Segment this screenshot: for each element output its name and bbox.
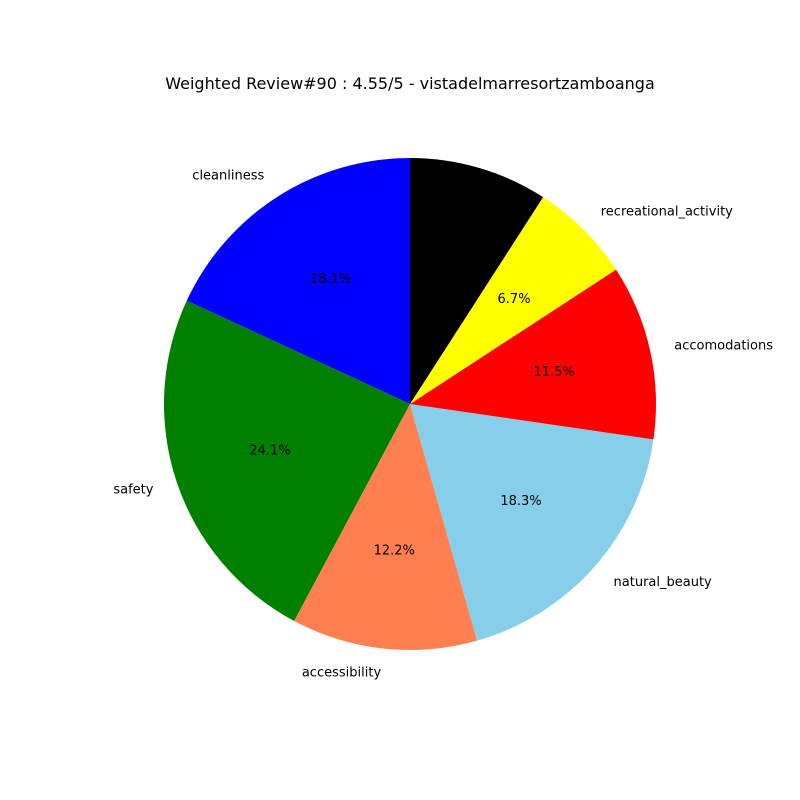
- slice-percent-safety: 24.1%: [249, 443, 290, 458]
- pie-slice-recreational_activity: [410, 197, 617, 404]
- slice-label-natural_beauty: natural_beauty: [614, 575, 713, 590]
- slice-percent-cleanliness: 18.1%: [310, 272, 351, 287]
- slice-label-recreational_activity: recreational_activity: [601, 205, 733, 220]
- slice-label-accessibility: accessibility: [302, 666, 382, 681]
- slice-label-safety: safety: [113, 483, 153, 498]
- pie-labels: cleanliness 18.1% safety 24.1% accessibility…: [113, 168, 773, 680]
- pie-slice-accomodations: [410, 269, 656, 440]
- pie-slice-natural_beauty: [410, 404, 654, 641]
- slice-label-accomodations: accomodations: [674, 338, 773, 353]
- slice-percent-accomodations: 11.5%: [533, 365, 574, 380]
- pie-slice-accessibility: [294, 404, 478, 651]
- slice-percent-recreational_activity: 6.7%: [498, 292, 531, 307]
- pie-slice-cleanliness: [186, 158, 410, 404]
- pie-slice-safety: [164, 300, 410, 622]
- pie-slices: [164, 158, 656, 651]
- slice-label-cleanliness: cleanliness: [192, 168, 264, 183]
- pie-slice-unlabeled-6: [410, 158, 544, 404]
- slice-percent-natural_beauty: 18.3%: [500, 494, 541, 509]
- chart-title: Weighted Review#90 : 4.55/5 - vistadelma…: [165, 74, 655, 93]
- slice-percent-accessibility: 12.2%: [374, 543, 415, 558]
